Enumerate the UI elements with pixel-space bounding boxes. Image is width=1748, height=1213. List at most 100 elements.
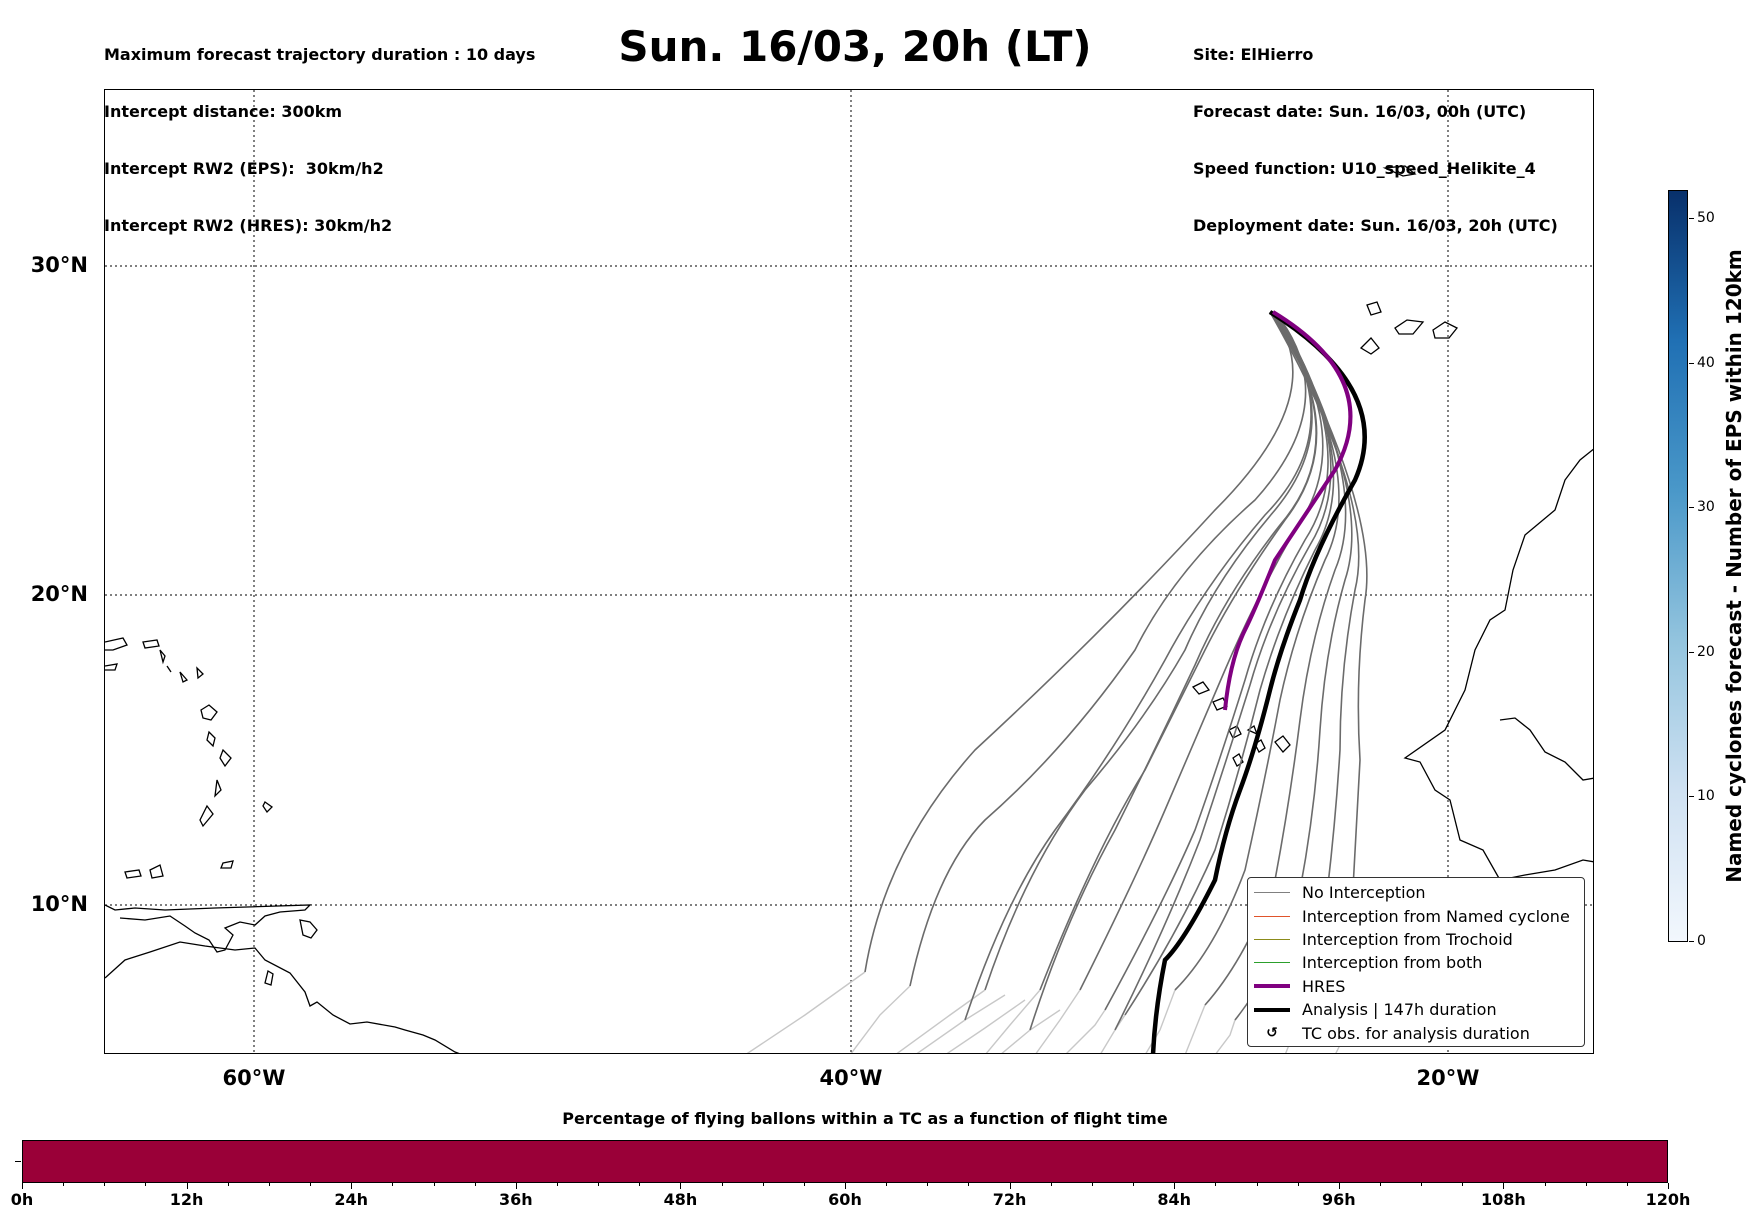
- time-tick-label: 36h: [498, 1190, 533, 1209]
- island-barbados: [219, 748, 232, 768]
- colorbar-tick: [1689, 652, 1694, 653]
- eps-late-7: [1066, 1009, 1106, 1053]
- lat-label-30n: 30°N: [30, 253, 88, 277]
- eps-member-3: [984, 311, 1313, 991]
- time-minor-tick: [1050, 1183, 1052, 1186]
- coast-senegal-detail: [1499, 717, 1593, 781]
- time-minor-tick: [433, 1183, 435, 1186]
- eps-member-5: [1079, 311, 1324, 991]
- time-minor-tick: [886, 1183, 888, 1186]
- info-speed-function: Speed function: U10_speed_Helikite_4: [1193, 159, 1536, 178]
- time-major-tick: [1338, 1183, 1340, 1189]
- time-minor-tick: [927, 1183, 929, 1186]
- island-canary-2: [1394, 319, 1425, 335]
- percentage-bar-ytick: [15, 1161, 21, 1162]
- percentage-bar-title: Percentage of flying ballons within a TC…: [562, 1109, 1168, 1128]
- time-minor-tick: [268, 1183, 270, 1186]
- time-tick-label: 84h: [1157, 1190, 1192, 1209]
- time-tick-label: 108h: [1480, 1190, 1526, 1209]
- colorbar-tick-label: 40: [1697, 355, 1715, 371]
- time-major-tick: [1668, 1183, 1669, 1189]
- island-cuba-east: [105, 637, 128, 651]
- legend-label: No Interception: [1302, 883, 1426, 903]
- eps-late-5: [985, 989, 1041, 1053]
- eps-member-14: [1029, 311, 1317, 1031]
- legend-line-swatch: [1254, 938, 1290, 940]
- time-minor-tick: [639, 1183, 641, 1186]
- lon-label-60w: 60°W: [222, 1066, 286, 1090]
- eps-member-1: [864, 311, 1294, 973]
- island-capeverde-1: [1191, 681, 1211, 695]
- time-minor-tick: [1379, 1183, 1381, 1186]
- percentage-bar: [22, 1140, 1668, 1183]
- island-stlucia: [214, 779, 222, 798]
- time-major-tick: [680, 1183, 682, 1189]
- time-major-tick: [1174, 1183, 1176, 1189]
- legend-item-tc-obs: ↺ TC obs. for analysis duration: [1254, 1021, 1578, 1044]
- island-antilles-2: [166, 665, 172, 673]
- island-guadeloupe: [200, 704, 218, 721]
- eps-late-2: [850, 985, 911, 1053]
- time-minor-tick: [1626, 1183, 1628, 1186]
- eps-member-15: [1114, 311, 1332, 1031]
- time-major-tick: [515, 1183, 517, 1189]
- eps-member-13: [964, 311, 1312, 1021]
- lon-label-20w: 20°W: [1416, 1066, 1480, 1090]
- colorbar-tick: [1689, 218, 1694, 219]
- legend-label: HRES: [1302, 976, 1346, 996]
- map-title: Sun. 16/03, 20h (LT): [618, 22, 1092, 71]
- colorbar-tick: [1689, 507, 1694, 508]
- lat-label-20n: 20°N: [30, 582, 88, 606]
- eps-late-4: [946, 999, 1026, 1053]
- run-info-left: Maximum forecast trajectory duration : 1…: [104, 7, 535, 254]
- island-canary-3: [1432, 321, 1459, 339]
- eps-member-7: [1124, 311, 1335, 1016]
- eps-late-1: [746, 971, 866, 1053]
- eps-late-11: [1215, 1019, 1236, 1053]
- eps-late-8: [1100, 1014, 1126, 1053]
- time-tick-label: 60h: [828, 1190, 862, 1209]
- legend-item-named-cyclone: Interception from Named cyclone: [1254, 904, 1578, 927]
- time-tick-label: 120h: [1645, 1190, 1691, 1209]
- time-minor-tick: [721, 1183, 723, 1186]
- time-minor-tick: [1256, 1183, 1258, 1186]
- time-major-tick: [1009, 1183, 1011, 1189]
- time-minor-tick: [227, 1183, 229, 1186]
- colorbar-tick-label: 20: [1697, 644, 1715, 660]
- time-minor-tick: [1585, 1183, 1587, 1186]
- time-minor-tick: [1421, 1183, 1423, 1186]
- time-minor-tick: [145, 1183, 147, 1186]
- info-site: Site: ElHierro: [1193, 45, 1314, 64]
- info-rw2-eps: Intercept RW2 (EPS): 30km/h2: [104, 159, 384, 178]
- coast-south-america: [105, 941, 460, 1053]
- colorbar-tick-label: 50: [1697, 210, 1715, 226]
- legend-line-swatch: [1254, 962, 1290, 964]
- time-major-tick: [845, 1183, 846, 1189]
- time-tick-label: 48h: [663, 1190, 698, 1209]
- island-martinique: [206, 730, 216, 748]
- time-minor-tick: [1544, 1183, 1546, 1186]
- island-abc-2: [149, 864, 164, 879]
- info-intercept-distance: Intercept distance: 300km: [104, 102, 343, 121]
- island-capeverde-5: [1274, 735, 1291, 753]
- time-tick-label: 96h: [1321, 1190, 1356, 1209]
- analysis-track: [1150, 310, 1367, 1053]
- island-grenada: [199, 804, 214, 828]
- legend-line-swatch: [1254, 915, 1290, 917]
- colorbar-tick-label: 0: [1697, 933, 1706, 949]
- time-tick-label: 24h: [334, 1190, 369, 1209]
- time-major-tick: [22, 1183, 23, 1189]
- time-tick-label: 0h: [10, 1190, 34, 1209]
- legend-label: Interception from Trochoid: [1302, 929, 1513, 949]
- time-major-tick: [186, 1183, 188, 1189]
- time-minor-tick: [1297, 1183, 1299, 1186]
- colorbar-tick-label: 10: [1697, 788, 1715, 804]
- island-capeverde-3: [1228, 725, 1242, 739]
- info-rw2-hres: Intercept RW2 (HRES): 30km/h2: [104, 216, 393, 235]
- time-minor-tick: [474, 1183, 476, 1186]
- island-abc-3: [220, 860, 234, 869]
- legend-label: Interception from both: [1302, 953, 1483, 973]
- time-minor-tick: [803, 1183, 805, 1186]
- time-tick-label: 72h: [992, 1190, 1027, 1209]
- island-antilles-1: [159, 649, 166, 665]
